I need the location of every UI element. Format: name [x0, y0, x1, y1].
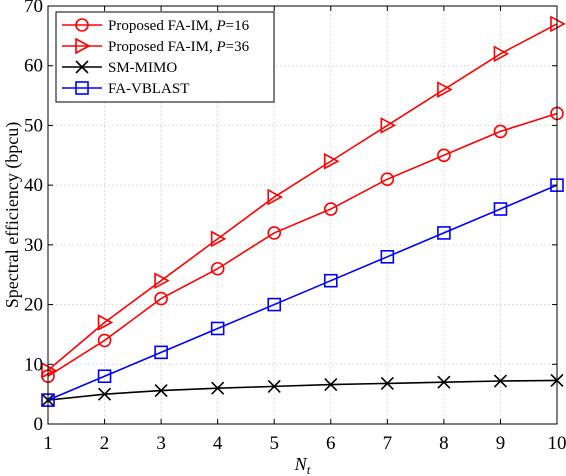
- legend-entry: FA-VBLAST: [62, 81, 189, 97]
- series-2: [41, 373, 564, 407]
- data-point-triangle-right: [154, 272, 170, 290]
- data-point-x: [493, 374, 508, 388]
- legend-entry: Proposed FA-IM, P=16: [62, 18, 250, 34]
- y-tick-label: 0: [34, 414, 44, 435]
- legend-label-text: FA-VBLAST: [108, 81, 189, 97]
- legend-label-variable: P: [215, 39, 225, 55]
- axis-ticks: [47, 5, 558, 425]
- data-point-x: [97, 387, 112, 401]
- legend-label: Proposed FA-IM, P=16: [108, 18, 250, 34]
- data-point-x: [267, 379, 281, 393]
- data-point-circle: [323, 202, 338, 216]
- data-point-triangle-right: [210, 230, 227, 248]
- legend-marker: [75, 81, 89, 95]
- x-tick-label: 10: [548, 433, 566, 454]
- x-axis-title-subscript: t: [307, 462, 311, 476]
- y-tick-label: 60: [24, 56, 43, 77]
- x-axis-title-base: N: [294, 454, 308, 474]
- data-point-circle: [97, 333, 112, 348]
- y-axis-title: Spectral efficiency (bpcu): [2, 122, 23, 309]
- data-point-square: [437, 226, 451, 240]
- y-tick-label: 70: [24, 0, 43, 17]
- x-tick-label: 7: [383, 433, 393, 454]
- data-point-square: [154, 345, 168, 360]
- data-point-square: [210, 321, 225, 336]
- data-point-triangle-right: [267, 188, 283, 206]
- y-tick-label: 50: [24, 115, 43, 136]
- legend-marker: [75, 60, 89, 74]
- data-point-square: [97, 369, 112, 384]
- plot-frame: [47, 5, 558, 425]
- series-line: [47, 184, 558, 401]
- data-point-triangle-right: [380, 117, 397, 134]
- legend-label-variable: P: [215, 18, 225, 34]
- data-point-circle: [210, 261, 225, 276]
- x-tick-label: 3: [156, 433, 166, 454]
- data-point-x: [437, 375, 451, 389]
- data-point-x: [324, 378, 338, 392]
- legend-label-value: =36: [226, 39, 250, 55]
- data-point-x: [211, 381, 225, 395]
- x-tick-label: 5: [269, 433, 279, 454]
- data-point-x: [154, 383, 168, 398]
- x-tick-label: 8: [439, 433, 449, 454]
- x-tick-label: 6: [326, 433, 336, 454]
- legend-label: Proposed FA-IM, P=36: [108, 39, 250, 55]
- series-line: [47, 23, 558, 371]
- data-point-triangle-right: [323, 152, 340, 170]
- legend-label-text: SM-MIMO: [108, 60, 177, 76]
- data-point-square: [323, 273, 338, 288]
- data-point-square: [267, 297, 282, 312]
- data-point-circle: [154, 291, 168, 306]
- x-tick-label: 1: [43, 433, 53, 454]
- legend-label: SM-MIMO: [108, 60, 177, 76]
- data-point-triangle-right: [493, 45, 510, 63]
- data-point-circle: [267, 226, 282, 240]
- legend-box: [55, 11, 275, 103]
- data-point-circle: [493, 124, 508, 139]
- data-point-square: [380, 250, 395, 264]
- data-point-x: [380, 376, 394, 390]
- y-tick-label: 20: [24, 295, 43, 316]
- y-tick-labels: 0 10 20 30 40 50 60 70: [24, 0, 43, 435]
- series-layer: [41, 15, 566, 407]
- series-1: [41, 15, 566, 379]
- data-point-circle: [380, 172, 395, 186]
- data-point-triangle-right: [437, 81, 453, 98]
- data-point-circle: [437, 148, 451, 163]
- legend-label-text: Proposed FA-IM,: [108, 18, 216, 34]
- legend-entry: SM-MIMO: [62, 60, 177, 76]
- data-point-square: [493, 202, 508, 216]
- y-tick-label: 40: [24, 175, 43, 196]
- series-line: [47, 112, 558, 377]
- x-tick-label: 9: [496, 433, 506, 454]
- x-tick-label: 4: [213, 433, 223, 454]
- data-point-triangle-right: [97, 314, 114, 331]
- legend-marker: [75, 18, 89, 32]
- series-3: [41, 178, 564, 407]
- legend-label-value: =16: [226, 18, 250, 34]
- legend-marker: [75, 37, 91, 55]
- x-tick-label: 2: [100, 433, 110, 454]
- y-tick-label: 30: [24, 235, 43, 256]
- legend-label: FA-VBLAST: [108, 81, 189, 97]
- y-tick-label: 10: [24, 354, 43, 375]
- series-line: [47, 379, 558, 401]
- legend-label-text: Proposed FA-IM,: [108, 39, 216, 55]
- x-tick-labels: 1 2 3 4 5 6 7 8 9 10: [43, 433, 566, 454]
- x-axis-title: Nt: [294, 454, 311, 476]
- legend-entry: Proposed FA-IM, P=36: [62, 37, 250, 55]
